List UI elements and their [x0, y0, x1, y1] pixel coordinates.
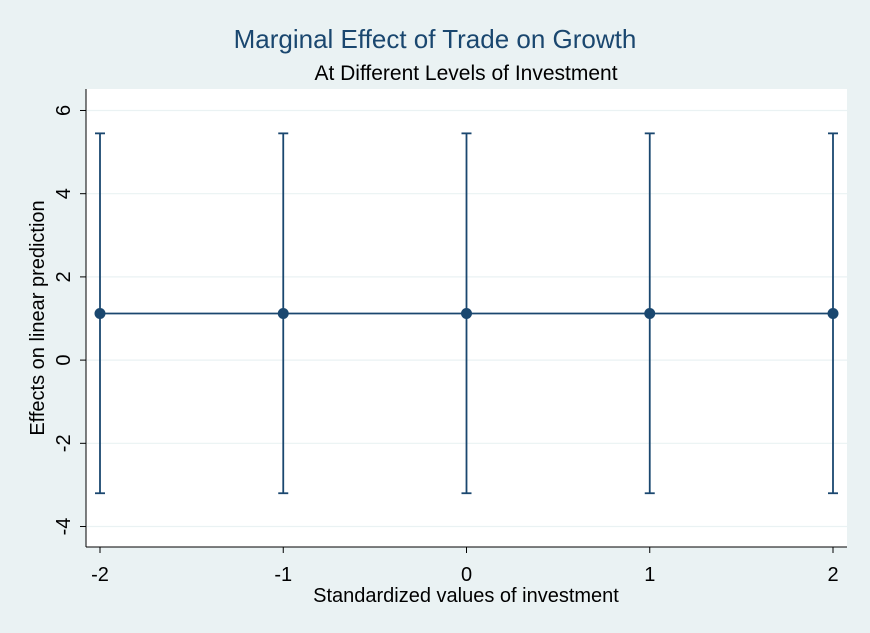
data-point	[827, 308, 839, 320]
y-tick-label: 2	[53, 271, 75, 282]
x-tick-label: 2	[827, 564, 838, 586]
y-axis-title: Effects on linear prediction	[27, 200, 49, 435]
y-tick-label: -2	[53, 434, 75, 452]
x-tick-label: -2	[91, 564, 109, 586]
x-tick-label: -1	[274, 564, 292, 586]
data-point	[461, 308, 472, 320]
data-point	[94, 308, 106, 320]
y-tick-label: -4	[53, 518, 75, 536]
x-axis-ticks: -2 -1 0 1 2	[91, 547, 839, 586]
y-tick-label: 4	[53, 188, 75, 199]
series-points	[94, 308, 839, 320]
x-tick-label: 0	[461, 564, 472, 586]
chart-title: Marginal Effect of Trade on Growth	[234, 24, 637, 54]
data-point	[644, 308, 656, 320]
data-point	[277, 308, 289, 320]
x-tick-label: 1	[644, 564, 655, 586]
x-axis-title: Standardized values of investment	[313, 585, 619, 607]
y-tick-label: 6	[53, 105, 75, 116]
y-axis-ticks: -4 -2 0 2 4 6	[53, 105, 86, 535]
y-tick-label: 0	[53, 355, 75, 366]
chart-subtitle: At Different Levels of Investment	[314, 62, 617, 85]
